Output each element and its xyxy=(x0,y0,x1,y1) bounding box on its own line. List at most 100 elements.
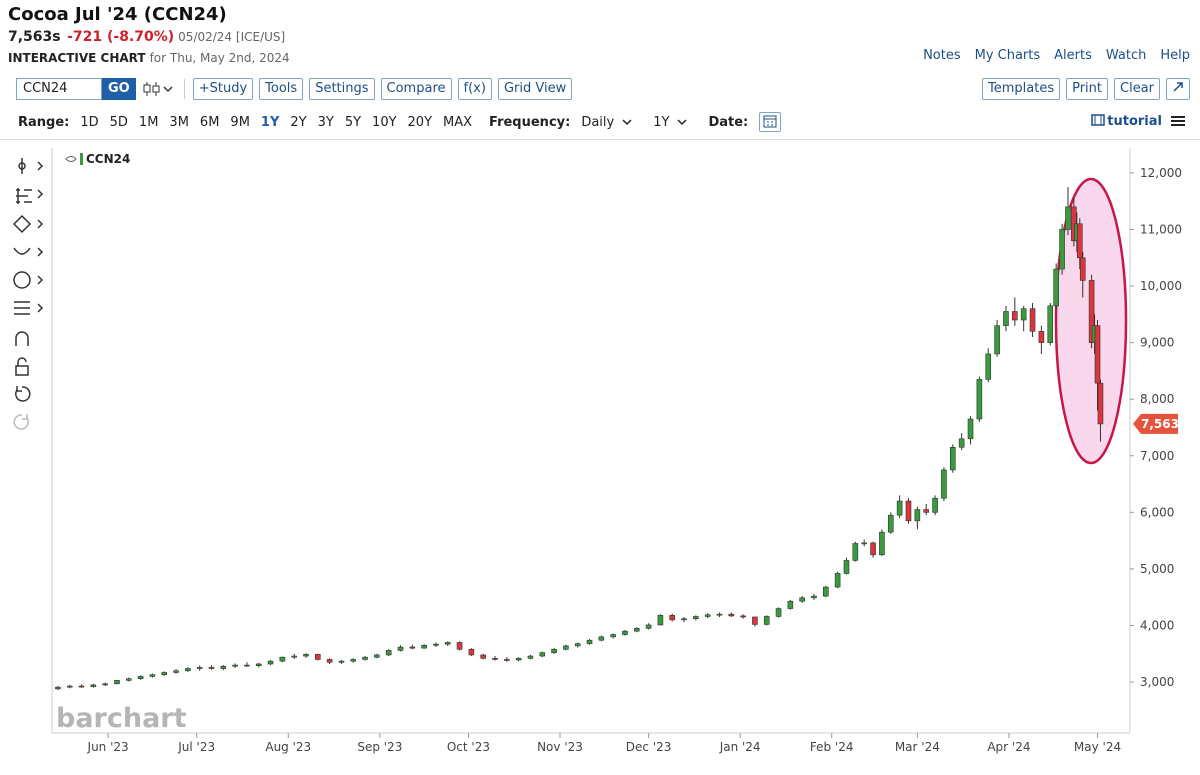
candle-body xyxy=(173,670,179,673)
candle-body xyxy=(303,654,309,657)
range-option[interactable]: 9M xyxy=(230,114,250,130)
range-option[interactable]: 6M xyxy=(199,114,220,130)
candle-body xyxy=(1053,268,1059,307)
toolbar-button[interactable]: Print xyxy=(1066,78,1108,100)
candle-body xyxy=(693,616,699,620)
tool-lock[interactable] xyxy=(15,357,29,376)
x-tick-label: Jul '23 xyxy=(177,740,215,754)
candle-body xyxy=(421,645,427,649)
nav-link[interactable]: Help xyxy=(1160,48,1190,63)
candle-body xyxy=(994,325,1000,355)
chart-type-icon[interactable] xyxy=(142,79,176,99)
candle-body xyxy=(326,659,333,663)
toolbar-button[interactable]: Settings xyxy=(309,78,375,100)
range-option[interactable]: 1Y xyxy=(260,114,280,130)
range-option[interactable]: 2Y xyxy=(290,114,307,130)
y-tick-label: 8,000 xyxy=(1140,392,1174,406)
toolbar-button[interactable]: Tools xyxy=(259,78,304,100)
candle-body xyxy=(55,686,61,690)
candle-body xyxy=(852,543,859,561)
tool-shapes[interactable] xyxy=(12,214,44,234)
x-tick-label: Sep '23 xyxy=(357,740,402,754)
nav-link[interactable]: Alerts xyxy=(1054,48,1092,63)
tool-undo[interactable] xyxy=(15,386,31,402)
eye-icon[interactable] xyxy=(65,156,77,162)
range-option[interactable]: 1M xyxy=(138,114,159,130)
toolbar-button[interactable]: f(x) xyxy=(457,78,492,100)
x-tick-label: May '24 xyxy=(1074,740,1121,754)
candle-body xyxy=(102,683,108,686)
frequency-select[interactable]: Daily xyxy=(581,115,632,130)
candle-body xyxy=(657,615,664,626)
go-button[interactable]: GO xyxy=(102,78,136,100)
toolbar-button[interactable]: Clear xyxy=(1114,78,1160,100)
x-tick-label: Jan '24 xyxy=(719,740,761,754)
menu-icon[interactable] xyxy=(1170,113,1186,129)
frequency-label: Frequency: xyxy=(489,114,571,130)
nav-link[interactable]: My Charts xyxy=(974,48,1041,63)
candle-body xyxy=(586,639,593,644)
quote: 7,563s -721 (-8.70%) 05/02/24 [ICE/US] xyxy=(8,29,285,45)
tool-cursor[interactable] xyxy=(18,158,44,174)
toolbar-button[interactable]: Compare xyxy=(380,78,452,100)
toolbar-button[interactable]: Grid View xyxy=(497,78,573,100)
nav: Notes My Charts Alerts Watch Help xyxy=(923,48,1190,63)
candle-body xyxy=(220,665,227,669)
x-tick-label: Jun '23 xyxy=(87,740,129,754)
tool-fib[interactable] xyxy=(14,301,44,315)
range-option[interactable]: 5D xyxy=(109,114,128,130)
period-value[interactable]: 1Y xyxy=(653,114,670,130)
tool-redo[interactable] xyxy=(13,414,29,430)
range-option[interactable]: 5Y xyxy=(344,114,362,130)
toolbar-right: Templates Print Clear xyxy=(982,78,1190,100)
toolbar-button[interactable]: +Study xyxy=(192,78,254,100)
toolbar-button[interactable]: Templates xyxy=(982,78,1061,100)
tutorial-link[interactable]: tutorial xyxy=(1091,114,1162,129)
range-bar: Range: 1D 5D 1M 3M 6M 9M 1Y 2Y 3Y 5Y 10Y 20Y MAX Frequ… xyxy=(18,112,782,132)
candle-body xyxy=(622,630,628,635)
range-option[interactable]: 10Y xyxy=(372,114,397,130)
candle-body xyxy=(185,668,191,672)
candle-body xyxy=(1047,305,1054,343)
tool-lines[interactable] xyxy=(16,188,44,204)
range-option[interactable]: 1D xyxy=(80,114,99,130)
chart-label: INTERACTIVE CHART xyxy=(8,51,146,65)
y-tick-label: 7,000 xyxy=(1140,449,1174,463)
candle-body xyxy=(551,648,557,653)
x-tick-label: Apr '24 xyxy=(987,740,1030,754)
candle-body xyxy=(433,643,439,646)
candle-body xyxy=(244,664,250,667)
x-tick-label: Oct '23 xyxy=(447,740,490,754)
candle-body xyxy=(941,469,947,499)
range-option[interactable]: 3M xyxy=(169,114,189,130)
chart-date: for Thu, May 2nd, 2024 xyxy=(149,51,290,65)
range-option[interactable]: 20Y xyxy=(407,114,433,130)
frequency-value[interactable]: Daily xyxy=(581,114,615,130)
candle-body xyxy=(775,608,782,617)
tutorial-text[interactable]: tutorial xyxy=(1107,114,1162,129)
candle-body xyxy=(633,628,640,632)
candle-body xyxy=(787,600,794,609)
tool-counter[interactable] xyxy=(13,271,44,289)
legend: CCN24 xyxy=(65,152,130,166)
candle-body xyxy=(1094,325,1101,384)
nav-link[interactable]: Notes xyxy=(923,48,961,63)
tool-magnet[interactable] xyxy=(15,331,29,346)
candle-body xyxy=(492,658,498,660)
candle-body xyxy=(834,573,841,588)
symbol-input[interactable]: CCN24 xyxy=(16,78,102,100)
range-option[interactable]: 3Y xyxy=(317,114,334,130)
candle-body xyxy=(279,656,286,662)
expand-button[interactable] xyxy=(1166,78,1190,100)
x-tick-label: Aug '23 xyxy=(265,740,311,754)
candle-body xyxy=(315,654,321,660)
tool-curves[interactable] xyxy=(13,247,44,257)
candle-body xyxy=(811,595,817,599)
y-tick-label: 3,000 xyxy=(1140,675,1174,689)
nav-link[interactable]: Watch xyxy=(1105,48,1147,63)
candle-body xyxy=(704,614,711,617)
period-select[interactable]: 1Y xyxy=(653,115,687,130)
range-option[interactable]: MAX xyxy=(443,114,473,130)
date-picker[interactable] xyxy=(759,112,782,132)
candle-body xyxy=(1003,311,1009,326)
